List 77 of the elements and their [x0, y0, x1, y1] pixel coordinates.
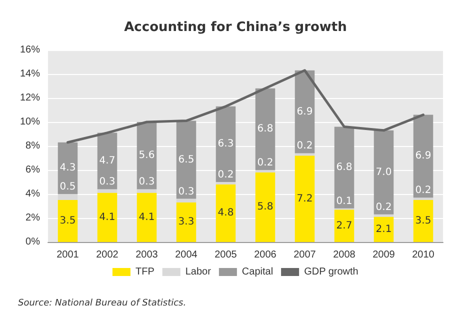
data-label: 0.2	[257, 158, 274, 168]
data-label: 0.3	[99, 176, 116, 188]
bar	[136, 189, 157, 193]
data-label: 3.5	[60, 216, 76, 226]
x-tick-label: 2004	[175, 250, 198, 260]
data-label: 0.3	[138, 176, 155, 188]
bar	[97, 189, 118, 193]
bar	[58, 200, 78, 242]
data-label: 3.3	[178, 216, 194, 228]
y-tick-label: 0%	[26, 236, 40, 248]
x-tick-label: 2008	[333, 250, 356, 260]
data-label: 0.3	[178, 186, 194, 198]
legend-label: TFP	[135, 266, 155, 278]
x-tick-label: 2002	[96, 250, 119, 260]
y-tick-label: 12%	[20, 92, 40, 104]
data-label: 4.1	[99, 212, 116, 223]
x-tick-label: 2006	[254, 250, 277, 260]
data-label: 0.2	[296, 140, 313, 152]
bar	[374, 214, 394, 217]
data-label: 0.1	[336, 196, 352, 207]
bar	[176, 198, 196, 202]
legend-label: Labor	[185, 266, 212, 278]
data-label: 4.8	[218, 208, 234, 219]
bar	[255, 88, 276, 170]
data-label: 0.2	[415, 185, 432, 196]
data-label: 2.7	[336, 220, 352, 232]
bar	[413, 200, 434, 242]
data-label: 3.5	[415, 216, 432, 226]
legend-label: Capital	[242, 266, 274, 278]
data-label: 2.1	[376, 224, 392, 235]
bar	[334, 210, 354, 242]
x-tick-label: 2010	[412, 250, 435, 260]
x-tick-label: 2005	[214, 250, 238, 260]
bar	[334, 126, 354, 208]
legend-label: GDP growth	[304, 266, 358, 278]
data-label: 6.8	[257, 124, 274, 135]
data-label: 6.9	[296, 106, 313, 118]
bar	[216, 184, 236, 242]
bar	[97, 192, 118, 242]
bar	[374, 216, 394, 242]
data-label: 5.8	[257, 202, 274, 213]
data-label: 0.2	[376, 202, 392, 213]
source-note: Source: National Bureau of Statistics.	[18, 298, 186, 308]
y-tick-label: 6%	[26, 164, 40, 176]
data-label: 4.3	[60, 162, 76, 174]
data-label: 4.7	[99, 156, 116, 166]
data-label: 6.3	[218, 138, 234, 150]
y-tick-label: 4%	[26, 188, 40, 200]
y-tick-label: 10%	[20, 116, 40, 128]
x-tick-label: 2003	[136, 250, 158, 260]
data-label: 6.8	[336, 162, 352, 174]
x-tick-label: 2001	[56, 250, 80, 260]
bar	[216, 106, 236, 182]
y-tick-label: 14%	[20, 68, 40, 80]
bar	[136, 192, 157, 242]
data-label: 4.1	[138, 212, 155, 223]
y-tick-label: 16%	[20, 44, 40, 56]
bar	[58, 194, 78, 200]
y-tick-label: 2%	[26, 212, 40, 224]
y-tick-label: 8%	[26, 140, 40, 152]
data-label: 5.6	[138, 150, 155, 162]
x-tick-label: 2009	[372, 250, 396, 260]
data-label: 7.2	[296, 193, 313, 204]
data-label: 7.0	[376, 166, 392, 178]
data-label: 6.5	[178, 154, 194, 166]
data-label: 0.5	[60, 182, 76, 192]
data-label: 6.9	[415, 150, 432, 162]
bar	[413, 114, 434, 198]
chart-title: Accounting for China’s growth	[124, 20, 347, 35]
data-label: 0.2	[218, 170, 234, 180]
bar	[255, 172, 276, 242]
bar	[176, 202, 196, 242]
x-tick-label: 2007	[294, 250, 316, 260]
bar	[176, 120, 196, 199]
bar	[374, 130, 394, 214]
bar	[294, 153, 315, 156]
bar	[294, 156, 315, 242]
